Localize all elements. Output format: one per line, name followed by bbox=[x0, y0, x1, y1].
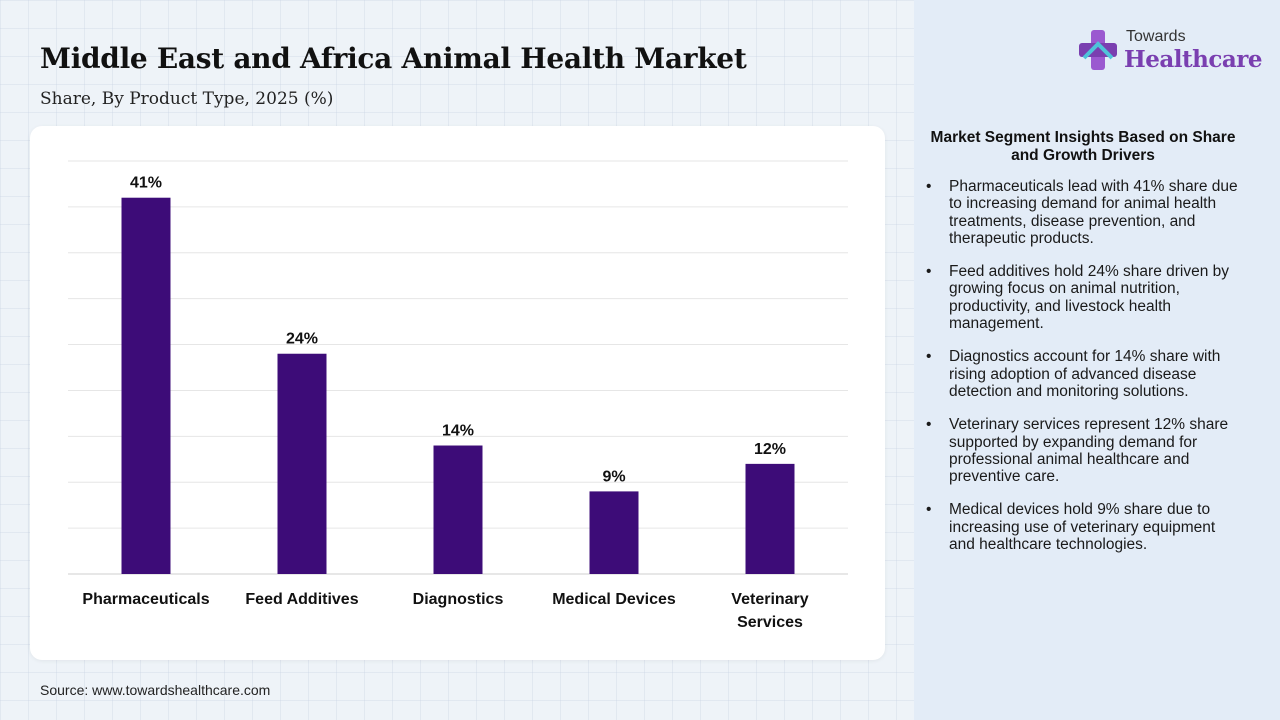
data-label: 14% bbox=[442, 423, 474, 440]
bars bbox=[121, 197, 795, 574]
insight-item: Veterinary services represent 12% share … bbox=[924, 416, 1244, 485]
category-label: Medical Devices bbox=[552, 591, 676, 608]
bar-medical-devices bbox=[589, 491, 639, 574]
chart-card: 41% 24% 14% 9% 12% Pharmaceuticals Feed Addit… bbox=[30, 126, 885, 660]
data-label: 12% bbox=[754, 441, 786, 458]
insight-item: Pharmaceuticals lead with 41% share due … bbox=[924, 178, 1244, 247]
insight-item: Feed additives hold 24% share driven by … bbox=[924, 263, 1244, 332]
category-label: Diagnostics bbox=[413, 591, 504, 608]
bar-chart: 41% 24% 14% 9% 12% Pharmaceuticals Feed Addit… bbox=[68, 160, 848, 631]
medical-cross-icon bbox=[1079, 30, 1117, 70]
category-label: Veterinary Services bbox=[731, 591, 808, 631]
insight-item: Diagnostics account for 14% share with r… bbox=[924, 348, 1244, 400]
source-note: Source: www.towardshealthcare.com bbox=[40, 682, 271, 698]
data-label: 24% bbox=[286, 331, 318, 348]
towards-healthcare-logo: Towards Healthcare bbox=[1078, 26, 1263, 78]
category-label: Feed Additives bbox=[245, 591, 358, 608]
bar-diagnostics bbox=[433, 445, 483, 574]
bar-feed-additives bbox=[277, 353, 327, 574]
data-labels: 41% 24% 14% 9% 12% bbox=[130, 175, 786, 486]
chart-section: Middle East and Africa Animal Health Mar… bbox=[30, 42, 885, 698]
category-label: Pharmaceuticals bbox=[82, 591, 209, 608]
insight-item: Medical devices hold 9% share due to inc… bbox=[924, 501, 1244, 553]
bar-pharmaceuticals bbox=[121, 197, 171, 574]
insights-list: Pharmaceuticals lead with 41% share due … bbox=[924, 178, 1244, 569]
page-title: Middle East and Africa Animal Health Mar… bbox=[40, 42, 747, 75]
logo-line2: Healthcare bbox=[1124, 46, 1263, 73]
data-label: 9% bbox=[602, 468, 625, 485]
insights-heading: Market Segment Insights Based on Share a… bbox=[930, 129, 1236, 164]
bar-veterinary-services bbox=[745, 463, 795, 574]
category-labels: Pharmaceuticals Feed Additives Diagnostics… bbox=[82, 591, 808, 631]
logo-line1: Towards bbox=[1126, 28, 1186, 45]
page-subtitle: Share, By Product Type, 2025 (%) bbox=[40, 89, 334, 109]
data-label: 41% bbox=[130, 175, 162, 192]
